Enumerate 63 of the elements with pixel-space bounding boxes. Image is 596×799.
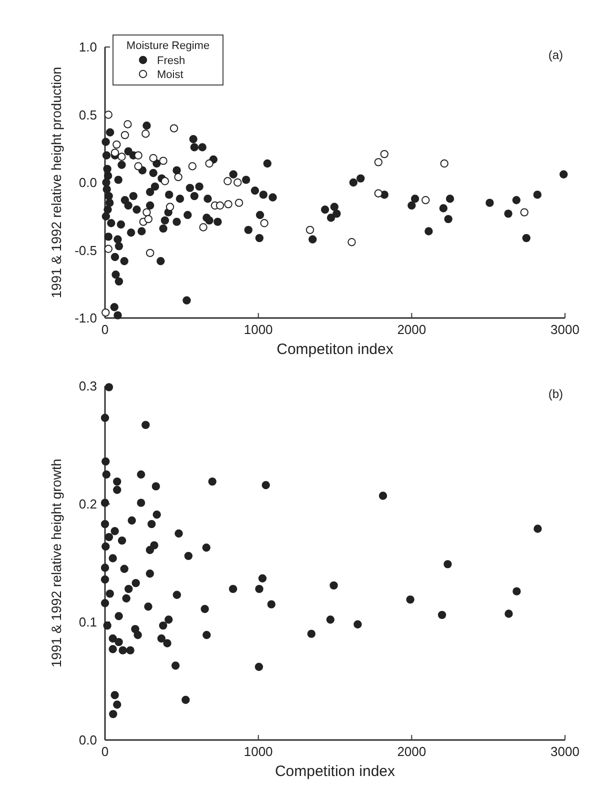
point	[134, 162, 142, 170]
point	[166, 202, 174, 211]
point	[216, 201, 224, 210]
point	[374, 158, 382, 166]
point	[110, 148, 120, 157]
y-tick-label: 0.0	[78, 732, 97, 748]
point	[348, 238, 356, 246]
point	[440, 159, 448, 168]
x-axis-title: Competition index	[274, 763, 396, 780]
point	[142, 208, 151, 216]
y-tick-label: 0.1	[78, 614, 97, 630]
point	[104, 244, 112, 253]
y-tick-label: 0.0	[78, 175, 97, 190]
point	[306, 226, 314, 234]
point	[146, 248, 154, 258]
point	[380, 150, 388, 158]
legend-label: Moist	[157, 69, 184, 81]
x-axis-title: Competiton index	[276, 341, 394, 358]
point	[104, 110, 112, 119]
y-tick-label: 0.5	[78, 107, 97, 122]
point	[174, 172, 182, 182]
y-tick-label: -0.5	[74, 242, 97, 258]
point	[149, 154, 158, 162]
point	[234, 198, 244, 207]
x-tick-label: 0	[101, 322, 109, 337]
point	[134, 151, 142, 160]
x-tick-label: 3000	[550, 744, 580, 759]
y-tick-label: 0.2	[78, 496, 97, 512]
point	[199, 223, 208, 232]
point	[374, 189, 382, 198]
x-tick-label: 2000	[397, 322, 426, 337]
x-tick-label: 1000	[244, 744, 273, 759]
point	[160, 177, 170, 186]
y-axis-title: 1991 & 1992 relative height growth	[49, 458, 64, 668]
point	[142, 130, 150, 138]
point	[260, 219, 268, 228]
point	[118, 152, 126, 161]
annotation: (a)	[548, 48, 563, 62]
point	[234, 178, 242, 187]
point	[124, 120, 132, 128]
legend-title: Moisture Regime	[126, 40, 210, 52]
point	[188, 162, 196, 170]
point	[520, 208, 528, 216]
point	[102, 308, 110, 317]
point	[205, 159, 214, 168]
point	[170, 124, 178, 132]
y-tick-label: 0.3	[78, 378, 97, 394]
point	[224, 200, 232, 208]
point	[112, 140, 121, 149]
x-tick-label: 2000	[397, 744, 426, 759]
y-tick-label: 1.0	[78, 40, 97, 54]
x-tick-label: 3000	[550, 322, 580, 337]
point	[159, 156, 168, 165]
point	[224, 177, 232, 186]
point	[144, 214, 152, 224]
legend-label: Fresh	[157, 55, 186, 67]
annotation: (b)	[548, 387, 563, 401]
point	[422, 196, 430, 204]
x-tick-label: 1000	[244, 322, 273, 337]
y-axis-title: 1991 & 1992 relative height production	[49, 66, 64, 298]
y-tick-label: -1.0	[74, 310, 97, 326]
x-tick-label: 0	[101, 744, 109, 759]
point	[120, 130, 130, 140]
